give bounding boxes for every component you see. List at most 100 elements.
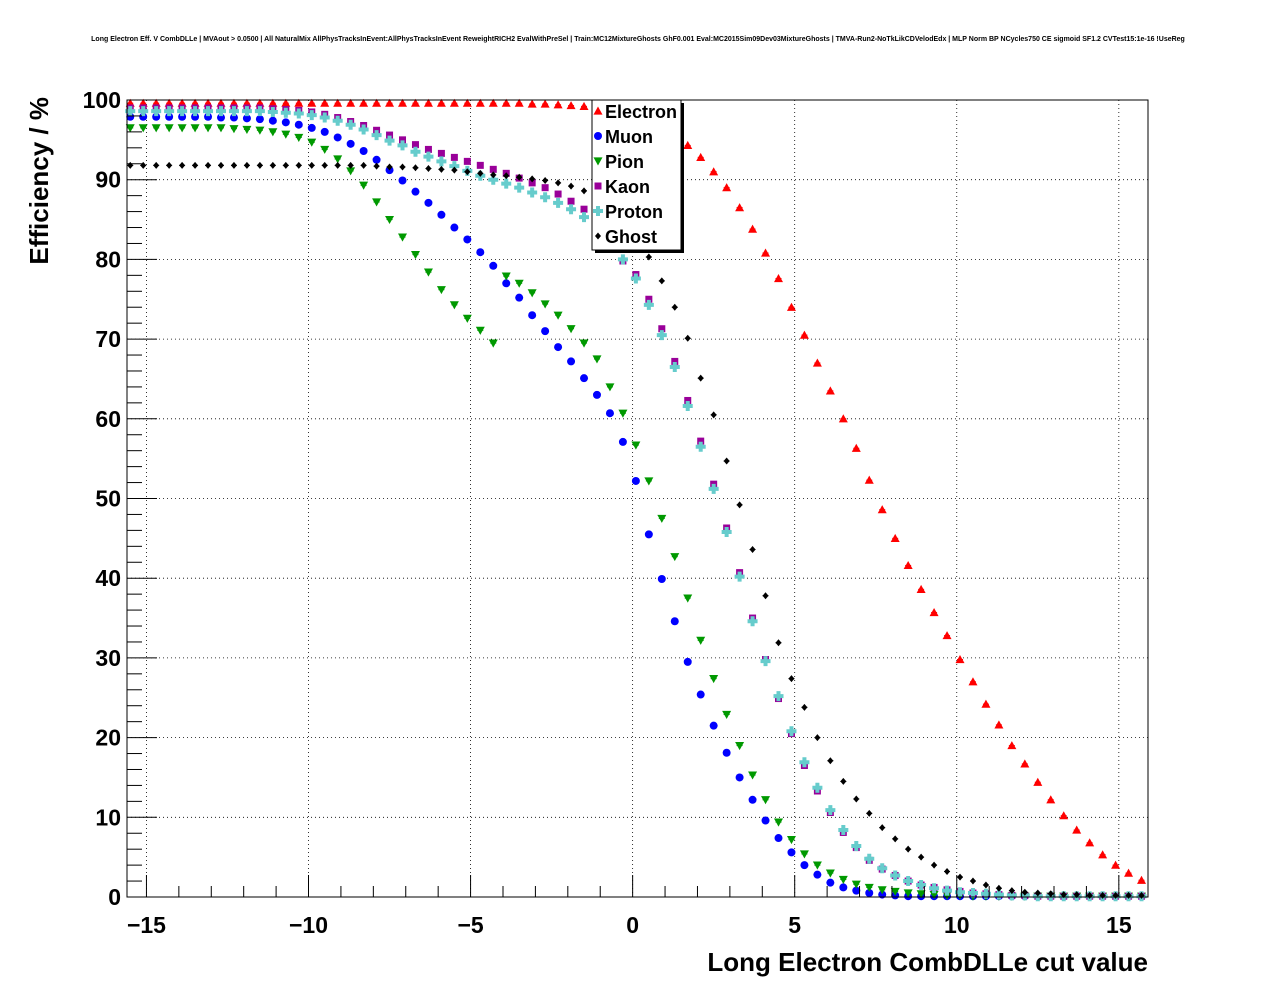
legend-box — [591, 99, 682, 251]
pion-point — [786, 836, 796, 845]
ghost-point — [321, 161, 328, 169]
y-tick-label: 100 — [83, 87, 121, 113]
electron-point — [281, 98, 291, 107]
y-tick-label: 60 — [95, 406, 121, 432]
muon-point — [541, 327, 550, 336]
proton-point — [449, 161, 460, 172]
muon-point — [670, 617, 679, 626]
proton-point — [903, 876, 914, 887]
pion-point — [268, 128, 278, 137]
proton-point — [267, 106, 278, 117]
pion-point — [216, 124, 226, 133]
pion-point — [385, 215, 395, 225]
muon-point — [592, 390, 601, 399]
pion-point — [501, 272, 511, 281]
ghost-point — [827, 757, 834, 765]
x-axis-title: Long Electron CombDLLe cut value — [707, 947, 1148, 977]
ghost-point — [256, 161, 263, 169]
muon-point — [463, 235, 472, 244]
proton-point — [332, 115, 343, 126]
ghost-point — [438, 165, 445, 173]
proton-point — [371, 130, 382, 141]
proton-point — [215, 106, 226, 117]
ghost-point — [269, 161, 276, 169]
pion-point — [540, 300, 550, 309]
proton-point — [760, 656, 771, 667]
kaon-point — [567, 197, 575, 205]
pion-point — [903, 889, 913, 898]
pion-point — [644, 477, 654, 486]
pion-point — [398, 233, 408, 242]
proton-point — [929, 883, 940, 894]
proton-point — [254, 106, 265, 117]
electron-point — [1059, 811, 1069, 820]
proton-point — [436, 156, 447, 167]
pion-point — [177, 124, 187, 133]
electron-point — [579, 101, 589, 110]
ghost-point — [645, 253, 652, 261]
proton-point — [410, 146, 421, 157]
electron-point — [566, 101, 576, 110]
proton-point — [190, 106, 201, 117]
proton-point — [1006, 890, 1017, 901]
muon-point — [476, 248, 485, 257]
proton-point — [514, 182, 525, 193]
pion-point — [877, 886, 887, 895]
electron-point — [359, 98, 369, 107]
pion-point — [631, 441, 641, 450]
muon-point — [268, 116, 277, 125]
pion-point — [864, 883, 874, 892]
kaon-point — [399, 136, 407, 144]
proton-point — [358, 124, 369, 135]
pion-point — [281, 130, 291, 139]
ghost-point — [373, 162, 380, 170]
x-tick-label: −15 — [127, 912, 166, 938]
ghost-point — [243, 161, 250, 169]
pion-point — [333, 155, 343, 164]
ghost-point — [230, 161, 237, 169]
pion-point — [579, 339, 589, 348]
electron-point — [1007, 741, 1017, 750]
pion-point — [372, 198, 382, 207]
muon-point — [774, 834, 783, 843]
proton-point — [864, 853, 875, 864]
pion-point — [670, 553, 680, 562]
proton-point — [799, 757, 810, 768]
muon-point — [411, 187, 420, 196]
ghost-point — [671, 303, 678, 311]
legend-label-proton: Proton — [605, 202, 663, 222]
pion-point — [190, 124, 200, 133]
ghost-point — [308, 161, 315, 169]
electron-point — [1137, 875, 1147, 884]
ghost-point — [1021, 888, 1028, 896]
ghost-point — [399, 163, 406, 171]
ghost-point — [516, 173, 523, 181]
electron-point — [773, 274, 783, 283]
electron-point — [722, 183, 732, 192]
proton-point — [501, 178, 512, 189]
electron-point — [786, 302, 796, 311]
ghost-point — [866, 809, 873, 817]
pion-point — [475, 326, 485, 335]
electron-point — [488, 98, 498, 107]
x-tick-label: 15 — [1106, 912, 1132, 938]
data-markers — [125, 98, 1147, 902]
legend-label-muon: Muon — [605, 127, 653, 147]
electron-point — [761, 248, 771, 257]
pion-point — [851, 880, 861, 889]
ghost-point — [179, 161, 186, 169]
electron-point — [696, 152, 706, 161]
ghost-point — [697, 374, 704, 382]
kaon-point — [645, 295, 653, 303]
pion-point — [307, 138, 317, 147]
proton-point — [695, 441, 706, 452]
kaon-point — [658, 325, 666, 333]
proton-point — [890, 870, 901, 881]
ghost-point — [360, 161, 367, 169]
kaon-point — [450, 153, 458, 161]
ghost-point — [982, 881, 989, 889]
electron-point — [1046, 795, 1056, 804]
proton-point — [151, 106, 162, 117]
electron-point — [475, 98, 485, 107]
proton-point — [488, 174, 499, 185]
